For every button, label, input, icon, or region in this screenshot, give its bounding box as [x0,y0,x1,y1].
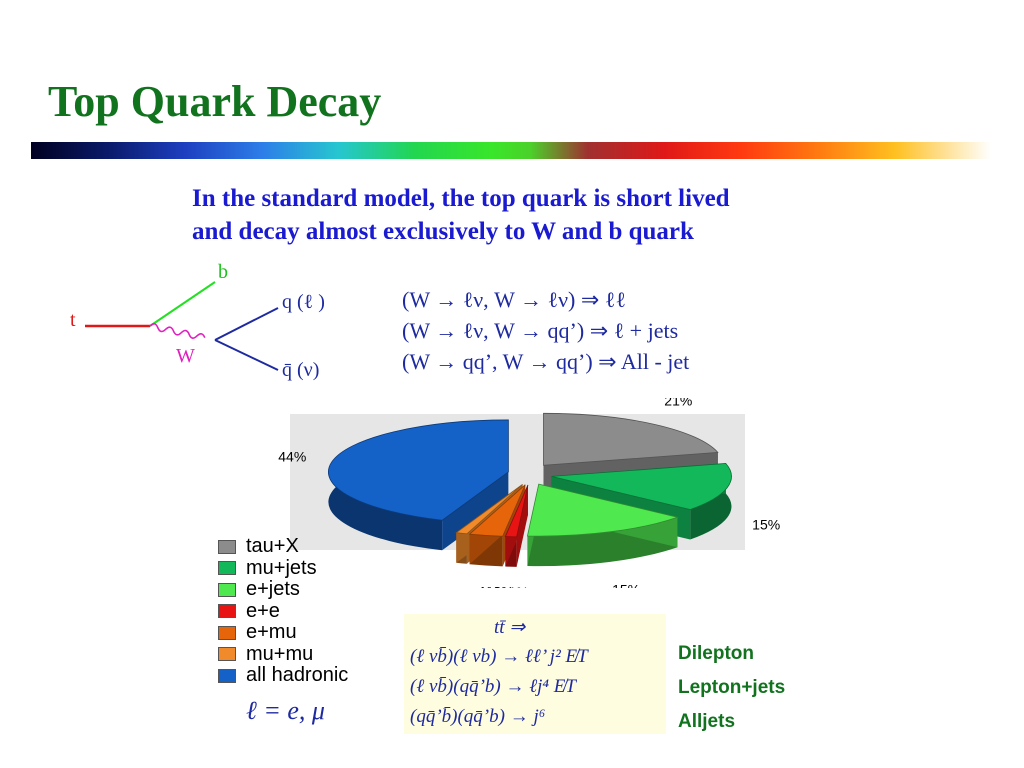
pie-slice [526,483,679,567]
legend-label: e+mu [246,621,297,643]
pie-slice-top [551,463,732,510]
intro-text: In the standard model, the top quark is … [192,182,832,248]
lepton-definition: ℓ = e, μ [246,696,325,725]
legend-label: mu+mu [246,642,314,665]
formula-dilepton: (ℓ νb̄)(ℓ νb) → ℓℓ’ j² E̸T [410,646,588,667]
legend-label: tau+X [246,535,299,557]
pie-chart: 21% 15% 15% 1%3%1% 44% [278,398,780,588]
decay-mode-lepton-jets: (W → ℓν, W → qq’) ⇒ ℓ + jets [402,318,679,343]
legend-item: mu+mu [218,642,348,666]
legend-swatch [218,668,236,683]
formula-lepton-jets: (ℓ νb̄)(qq̄’b) → ℓj⁴ E̸T [410,676,576,697]
pie-slice-top [468,484,526,537]
legend-swatch [218,604,236,619]
pie-label: 15% [752,516,780,532]
legend-item: e+mu [218,621,348,644]
slide-title: Top Quark Decay [48,77,382,126]
intro-line-1: In the standard model, the top quark is … [192,185,730,212]
b-quark-line [149,281,216,327]
qbar-line [214,339,279,371]
ttbar-formulas: tt̄ ⇒ (ℓ νb̄)(ℓ νb) → ℓℓ’ j² E̸T (ℓ νb̄)… [404,614,666,734]
legend-swatch [218,561,236,576]
legend-label: all hadronic [246,664,349,686]
w-boson-line [149,323,206,339]
legend-label: e+jets [246,578,300,600]
legend-item: mu+jets [218,556,348,580]
title-gradient-bar [31,142,991,159]
pie-slice-top [543,412,719,466]
pie-slice-top [328,419,509,521]
pie-label: 1% [479,583,499,588]
channel-alljets: Alljets [678,711,736,732]
pie-slice-top [504,484,529,538]
pie-label: 1% [508,584,528,588]
decay-mode-dilepton: (W → ℓν, W → ℓν) ⇒ ℓℓ [402,287,626,312]
legend-swatch [218,582,236,597]
pie-label: 21% [664,398,692,409]
channel-labels: Dilepton Lepton+jets Alljets [678,637,785,739]
qbar-label: q̄ (ν) [282,359,319,381]
intro-line-2: and decay almost exclusively to W and b … [192,218,694,245]
channel-lepton-jets: Lepton+jets [678,677,786,698]
legend-label: e+e [246,599,280,622]
legend-item: tau+X [218,535,348,558]
chart-legend: tau+X mu+jets e+jets e+e e+mu mu+mu all hadron… [218,535,349,687]
formula-alljets: (qq̄’b̄)(qq̄’b) → j⁶ [410,706,546,727]
decay-modes: (W → ℓν, W → ℓν) ⇒ ℓℓ (W → ℓν, W → qq’) … [402,284,689,377]
formula-header: tt̄ ⇒ [494,617,526,638]
pie-slice [328,419,509,551]
pie-label: 15% [612,581,640,588]
b-label: b [218,261,228,283]
channel-dilepton: Dilepton [678,643,754,664]
w-label: W [176,345,195,367]
pie-slice-top [526,483,679,537]
legend-swatch [218,625,236,640]
legend-item: all hadronic [218,664,349,687]
legend-label: mu+jets [246,556,317,579]
q-line [214,307,279,341]
legend-item: e+jets [218,578,348,601]
q-label: q (ℓ ) [282,291,325,313]
pie-label: 3% [493,584,513,588]
legend-swatch [218,539,236,554]
pie-slice-side [690,463,732,540]
pie-label: 44% [278,449,306,465]
feynman-diagram: t b W q (ℓ ) q̄ (ν) [70,261,325,381]
t-label: t [70,309,76,331]
pie-slice-top [455,484,523,535]
pie-slice [504,484,529,567]
legend-item: e+e [218,599,348,623]
decay-mode-all-jet: (W → qq’, W → qq’) ⇒ All - jet [402,349,690,374]
legend-swatch [218,647,236,662]
